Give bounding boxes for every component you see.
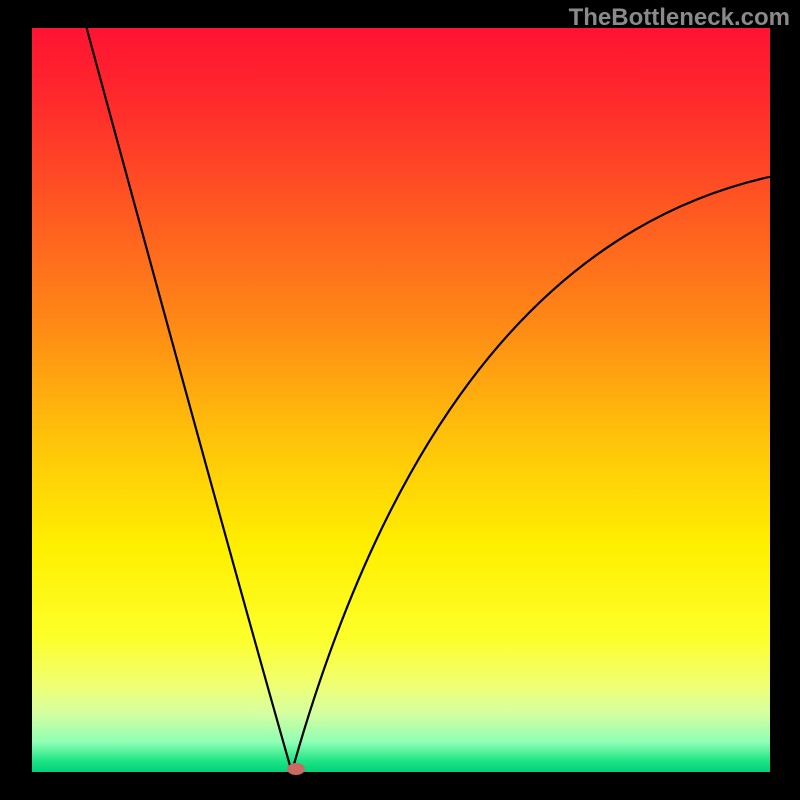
plot-area (32, 28, 770, 772)
bottleneck-curve (32, 28, 770, 772)
chart-canvas: TheBottleneck.com (0, 0, 800, 800)
curve-path (87, 28, 770, 772)
optimum-marker (287, 763, 305, 775)
